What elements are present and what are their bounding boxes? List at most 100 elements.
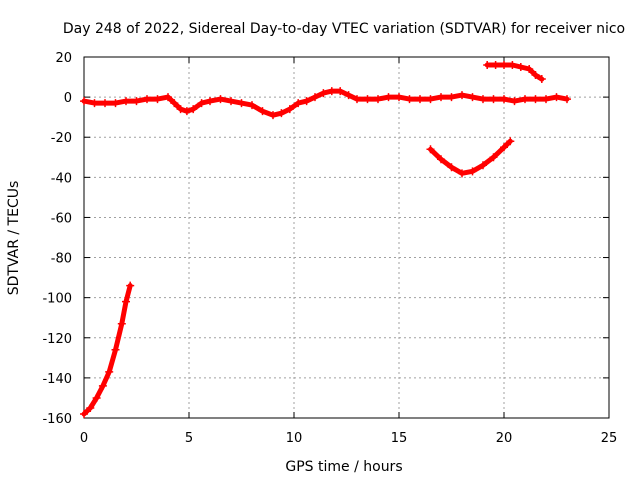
series-line — [428, 138, 513, 176]
data-point — [182, 107, 191, 116]
data-point — [227, 97, 235, 106]
data-point — [111, 345, 120, 354]
data-point — [90, 99, 99, 108]
data-point — [248, 101, 256, 110]
chart-title: Day 248 of 2022, Sidereal Day-to-day VTE… — [63, 21, 625, 37]
series-early-ramp — [80, 281, 135, 418]
data-point — [531, 95, 540, 104]
data-point — [447, 163, 456, 172]
data-point — [117, 319, 126, 328]
data-point — [86, 403, 95, 412]
data-point — [153, 95, 162, 104]
data-point — [189, 105, 198, 114]
data-point — [170, 99, 179, 108]
data-point — [510, 97, 519, 106]
y-tick-label: -100 — [42, 292, 72, 307]
data-point — [132, 97, 141, 106]
data-point — [458, 169, 466, 178]
data-point — [311, 93, 319, 102]
data-point — [374, 95, 382, 104]
data-point — [206, 97, 214, 106]
data-point — [405, 95, 414, 104]
data-point — [353, 95, 361, 104]
data-point — [521, 95, 529, 104]
data-point — [416, 95, 424, 104]
data-point — [468, 93, 477, 102]
data-point — [285, 105, 294, 114]
y-axis-title: SDTVAR / TECUs — [6, 181, 22, 296]
data-point — [122, 297, 130, 306]
data-point — [508, 61, 517, 70]
x-tick-label: 15 — [391, 431, 408, 446]
data-point — [143, 95, 151, 104]
data-point — [294, 99, 303, 108]
data-point — [500, 61, 508, 70]
data-point — [489, 153, 498, 162]
data-point — [506, 137, 515, 146]
data-point — [363, 95, 372, 104]
tick-labels: 20 0 -20 -40 -60 -80 -100 -120 -140 -160 0 5 10 15 20 2… — [42, 51, 617, 446]
data-point — [92, 393, 101, 402]
data-point — [437, 93, 445, 102]
data-point — [216, 95, 225, 104]
data-point — [111, 99, 120, 108]
y-tick-label: -20 — [51, 131, 72, 146]
data-point — [122, 97, 130, 106]
data-point — [479, 95, 487, 104]
data-point — [176, 105, 185, 114]
data-point — [468, 167, 477, 176]
data-point — [426, 95, 435, 104]
y-tick-label: -60 — [51, 211, 72, 226]
data-point — [537, 75, 546, 84]
data-point — [483, 61, 492, 70]
x-tick-label: 0 — [80, 431, 88, 446]
data-point — [237, 99, 246, 108]
data-point — [426, 145, 435, 154]
data-point — [479, 161, 487, 170]
data-point — [277, 109, 286, 118]
data-series — [80, 61, 571, 418]
x-axis-title: GPS time / hours — [285, 459, 402, 475]
x-tick-label: 5 — [185, 431, 193, 446]
x-tick-label: 25 — [601, 431, 618, 446]
data-point — [437, 155, 445, 164]
series-main-track — [80, 87, 571, 120]
data-point — [80, 409, 88, 418]
x-tick-label: 20 — [496, 431, 513, 446]
data-point — [269, 111, 277, 120]
series-line — [81, 283, 133, 417]
data-point — [98, 381, 107, 390]
data-point — [500, 95, 508, 104]
data-point — [384, 93, 393, 102]
data-point — [531, 71, 540, 80]
axis-ticks — [83, 56, 610, 419]
data-point — [500, 143, 508, 152]
plot-frame — [83, 56, 610, 419]
data-point — [395, 93, 403, 102]
y-tick-label: 0 — [64, 91, 72, 106]
data-point — [447, 93, 456, 102]
series-dip-arc — [426, 137, 515, 178]
data-point — [458, 91, 466, 100]
data-point — [552, 93, 561, 102]
data-point — [525, 65, 534, 74]
data-point — [563, 95, 571, 104]
x-tick-label: 10 — [286, 431, 303, 446]
data-point — [542, 95, 550, 104]
data-point — [344, 91, 353, 100]
series-line — [81, 88, 570, 118]
data-point — [319, 89, 328, 98]
y-tick-label: -40 — [51, 171, 72, 186]
y-tick-label: 20 — [55, 51, 72, 66]
data-point — [80, 97, 88, 106]
data-point — [327, 87, 336, 96]
y-tick-label: -120 — [42, 332, 72, 347]
gridlines — [84, 57, 609, 418]
series-upper-arc — [483, 61, 546, 84]
data-point — [197, 99, 206, 108]
data-point — [258, 107, 267, 116]
data-point — [105, 367, 114, 376]
data-point — [336, 87, 345, 96]
data-point — [491, 61, 500, 70]
